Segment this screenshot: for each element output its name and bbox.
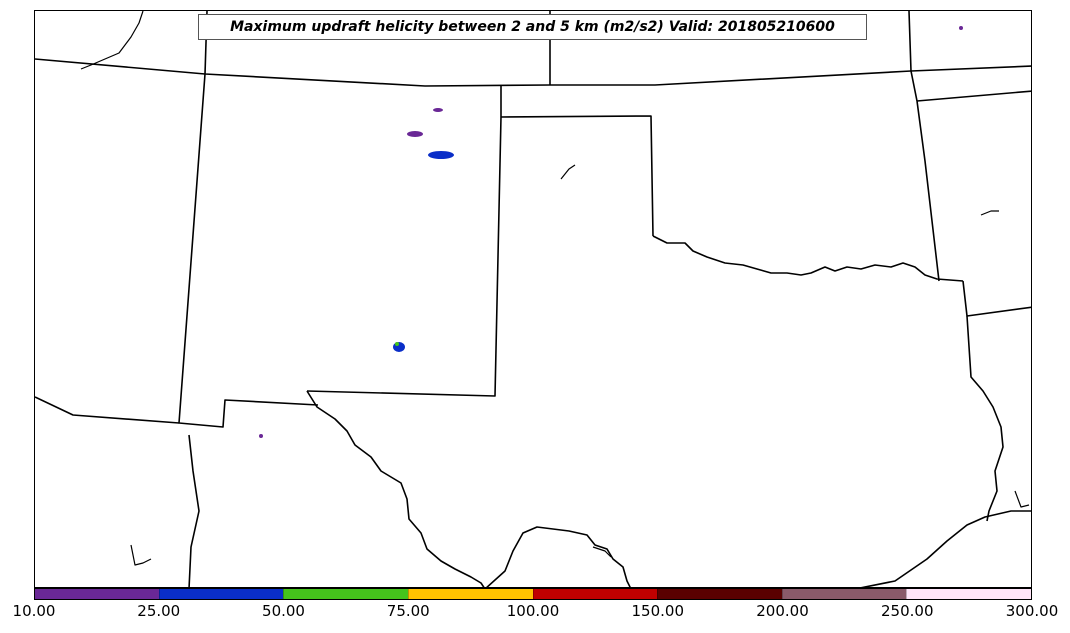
state-border-nm-tx [306,85,502,397]
state-borders [35,11,1031,587]
gulf-coast [860,510,1031,587]
map-panel [34,10,1032,588]
map-title: Maximum updraft helicity between 2 and 5… [198,14,867,40]
rio-grande-big-bend [486,526,631,587]
lake-shape-3 [980,210,999,216]
colorbar-segment [283,589,408,599]
lake-shape-1 [80,11,144,70]
state-border-upper-3 [908,11,918,102]
state-border-az-nm [178,73,319,428]
state-border-north [35,58,1031,87]
map-canvas [35,11,1031,587]
colorbar-tick-label: 200.00 [756,602,809,620]
helicity-cells [259,26,963,438]
colorbar-tick-label: 300.00 [1005,602,1059,620]
state-border-ks-ok [500,115,654,237]
colorbar-segment [781,589,907,599]
helicity-cell-1 [433,108,443,112]
colorbar-tick-label: 10.00 [12,602,56,620]
colorbar-tick-label: 25.00 [137,602,181,620]
colorbar-tick-label: 50.00 [262,602,305,620]
colorbar-segment [906,589,1031,599]
lake-shape-2 [560,164,576,180]
lake-shape-5 [1014,490,1030,508]
colorbar-segment [532,589,658,599]
red-river [652,235,964,282]
colorbar-tick-label: 150.00 [631,602,685,620]
lake-shape-6 [592,546,612,558]
helicity-cell-6 [259,434,263,438]
helicity-cell-3 [428,151,454,159]
helicity-cell-7 [959,26,963,30]
colorbar-segment [158,589,284,599]
state-border-ar-tx [962,280,1031,317]
border-mexico-west [188,434,200,587]
helicity-cell-5 [395,342,399,346]
lake-shape-4 [130,544,152,566]
helicity-cell-4 [393,342,405,352]
state-border-tx-la [966,315,1004,522]
colorbar-tick-label: 100.00 [506,602,560,620]
colorbar-tick-label: 75.00 [386,602,430,620]
state-border-mo [916,90,1031,102]
state-border-sw [35,396,180,424]
colorbar [34,588,1032,600]
colorbar-segment [407,589,533,599]
helicity-cell-2 [407,131,423,137]
colorbar-segment [657,589,782,599]
colorbar-segment [35,589,159,599]
state-border-ok-ar [916,100,940,282]
rio-grande [306,390,485,587]
colorbar-tick-label: 250.00 [881,602,934,620]
